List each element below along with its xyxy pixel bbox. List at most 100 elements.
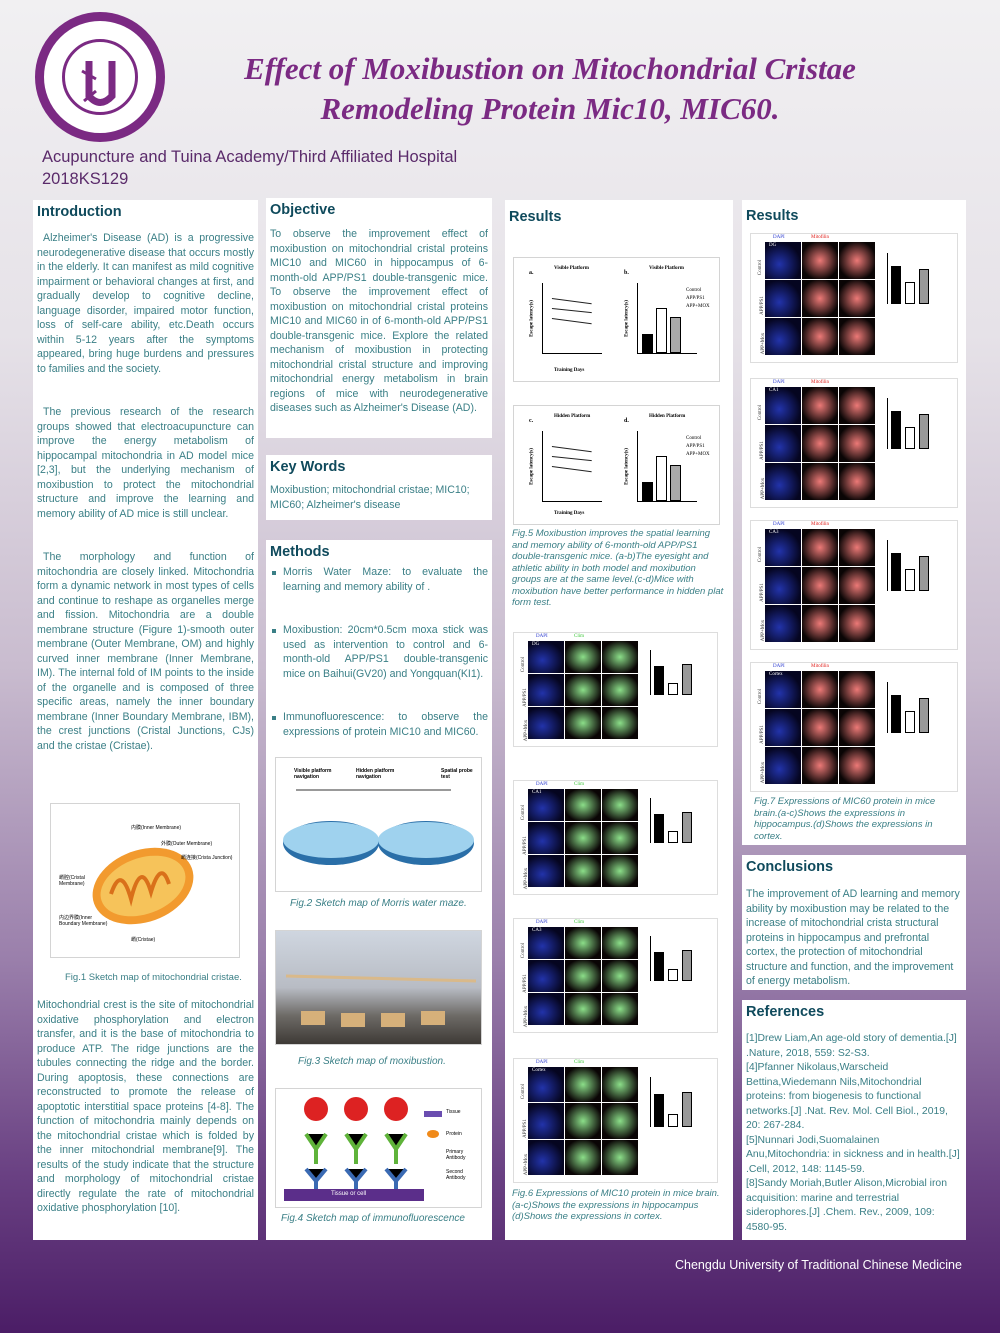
stain-label: DAPI bbox=[536, 920, 548, 925]
figure-4-caption: Fig.4 Sketch map of immunofluorescence bbox=[281, 1213, 465, 1224]
fig1-label: 内膜(Inner Membrane) bbox=[131, 825, 182, 831]
micrograph-tile bbox=[565, 674, 601, 706]
method-item: Immunofluorescence: to observe the expre… bbox=[270, 710, 488, 739]
poster-title-line1: Effect of Moxibustion on Mitochondrial C… bbox=[244, 51, 856, 86]
row-label: Control bbox=[758, 259, 764, 276]
bar-mark bbox=[919, 697, 929, 734]
micrograph-tile bbox=[565, 855, 601, 887]
keywords-heading: Key Words bbox=[270, 459, 346, 475]
figure-4-immunofluorescence: Tissue Protein Primary Antibody Second A… bbox=[275, 1088, 482, 1208]
figure-5-ab: a. Visible Platform Training Days Escape la… bbox=[513, 257, 720, 382]
figure-7-panel: DAPI Mitofilin CA3 Control APP/PS1 APP+Mox bbox=[750, 520, 958, 650]
y-axis-label: Escape latency(s) bbox=[529, 448, 535, 485]
figure-6-panel: DAPI Clim Cortex Control APP/PS1 APP+Mox bbox=[513, 1058, 718, 1183]
micrograph-tile bbox=[528, 960, 564, 992]
footer-institution: Chengdu University of Traditional Chines… bbox=[675, 1258, 962, 1272]
university-logo bbox=[35, 12, 165, 142]
stain-label: Mitofilin bbox=[811, 380, 830, 385]
stain-label: Clim bbox=[574, 634, 585, 639]
micrograph-tile bbox=[802, 671, 838, 708]
micrograph-tile bbox=[565, 927, 601, 959]
micrograph-tile bbox=[765, 463, 801, 500]
legend-entry: Control bbox=[686, 288, 702, 293]
micrograph-tile bbox=[802, 709, 838, 746]
fig4-label: Protein bbox=[446, 1131, 462, 1137]
micrograph-tile bbox=[602, 1067, 638, 1103]
affiliation: Acupuncture and Tuina Academy/Third Affi… bbox=[42, 148, 458, 166]
bar-mark bbox=[668, 683, 678, 696]
fig2-label: Spatial probe test bbox=[441, 768, 473, 780]
micrograph-tile bbox=[839, 425, 875, 462]
bar-mark bbox=[919, 268, 929, 305]
micrograph-tile bbox=[802, 529, 838, 566]
bar-mark bbox=[668, 969, 678, 982]
fig4-label: Tissue bbox=[446, 1109, 461, 1115]
y-axis bbox=[650, 935, 651, 982]
micrograph-tile bbox=[802, 242, 838, 279]
figure-5-caption: Fig.5 Moxibustion improves the spatial l… bbox=[512, 528, 724, 608]
panel-title: Visible Platform bbox=[649, 266, 684, 271]
micrograph-tile bbox=[565, 822, 601, 854]
panel-tag: b. bbox=[624, 270, 629, 276]
micrograph-tile bbox=[602, 641, 638, 673]
bar-mark bbox=[654, 1094, 664, 1127]
bar-mark bbox=[905, 282, 915, 305]
micrograph-tile bbox=[602, 1103, 638, 1139]
figure-1-caption: Fig.1 Sketch map of mitochondrial crista… bbox=[65, 972, 242, 983]
region-label: DG bbox=[532, 642, 540, 647]
micrograph-tile bbox=[839, 463, 875, 500]
figure-1-mitochondria: 内膜(Inner Membrane) 外膜(Outer Membrane) 嵴连… bbox=[50, 803, 240, 958]
intro-paragraph-2: The previous research of the research gr… bbox=[37, 406, 254, 520]
region-label: Cortex bbox=[532, 1068, 546, 1073]
y-axis-label: Escape latency(s) bbox=[529, 300, 535, 337]
bar-mark bbox=[891, 411, 901, 450]
reference-item: [4]Pfanner Nikolaus,Warscheid Bettina,Wi… bbox=[746, 1062, 948, 1131]
panel-title: Visible Platform bbox=[554, 266, 589, 271]
bar-mark bbox=[891, 695, 901, 734]
micrograph-tile bbox=[802, 463, 838, 500]
micrograph-tile bbox=[565, 707, 601, 739]
bar-mark bbox=[654, 951, 664, 982]
poster-title-line2: Remodeling Protein Mic10, MIC60. bbox=[320, 91, 780, 126]
micrograph-tile bbox=[839, 605, 875, 642]
micrograph-tile bbox=[839, 318, 875, 355]
micrograph-tile bbox=[765, 387, 801, 424]
micrograph-tile bbox=[602, 674, 638, 706]
figure-6-panel: DAPI Clim CA3 Control APP/PS1 APP+Mox bbox=[513, 918, 718, 1033]
bar-mark bbox=[670, 317, 681, 353]
y-axis bbox=[650, 649, 651, 696]
micrograph-tile bbox=[765, 671, 801, 708]
intro-paragraph-1: Alzheimer's Disease (AD) is a progressiv… bbox=[37, 232, 254, 375]
stain-label: Clim bbox=[574, 920, 585, 925]
reference-item: [8]Sandy Moriah,Butler Alison,Microbial … bbox=[746, 1178, 947, 1233]
region-label: CA1 bbox=[532, 790, 542, 795]
micrograph-tile bbox=[765, 605, 801, 642]
micrograph-tile bbox=[602, 1139, 638, 1175]
micrograph-tile bbox=[528, 855, 564, 887]
legend-entry: APP/PS1 bbox=[686, 296, 705, 301]
micrograph-tile bbox=[565, 1103, 601, 1139]
y-axis bbox=[637, 431, 638, 501]
bar-mark bbox=[905, 569, 915, 592]
bar-mark bbox=[656, 455, 667, 501]
stain-label: Clim bbox=[574, 782, 585, 787]
figure-7-caption: Fig.7 Expressions of MIC60 protein in mi… bbox=[754, 796, 936, 842]
panel-tag: a. bbox=[529, 270, 534, 276]
bar-mark bbox=[642, 333, 653, 353]
micrograph-tile bbox=[765, 242, 801, 279]
bar-mark bbox=[682, 811, 692, 844]
y-axis-label: Escape latency(s) bbox=[624, 300, 630, 337]
stain-label: DAPI bbox=[536, 1060, 548, 1065]
micrograph-tile bbox=[765, 318, 801, 355]
micrograph-tile bbox=[565, 993, 601, 1025]
micrograph-tile bbox=[528, 822, 564, 854]
results-heading: Results bbox=[509, 209, 562, 225]
figure-5-cd: c. Hidden Platform Training Days Escape lat… bbox=[513, 405, 720, 525]
keywords-panel: Key Words Moxibustion; mitochondrial cri… bbox=[266, 455, 492, 520]
micrograph-tile bbox=[839, 709, 875, 746]
micrograph-tile bbox=[528, 641, 564, 673]
objective-heading: Objective bbox=[270, 202, 336, 218]
region-label: Cortex bbox=[769, 672, 783, 677]
bar-mark bbox=[891, 266, 901, 305]
bar-mark bbox=[642, 481, 653, 501]
